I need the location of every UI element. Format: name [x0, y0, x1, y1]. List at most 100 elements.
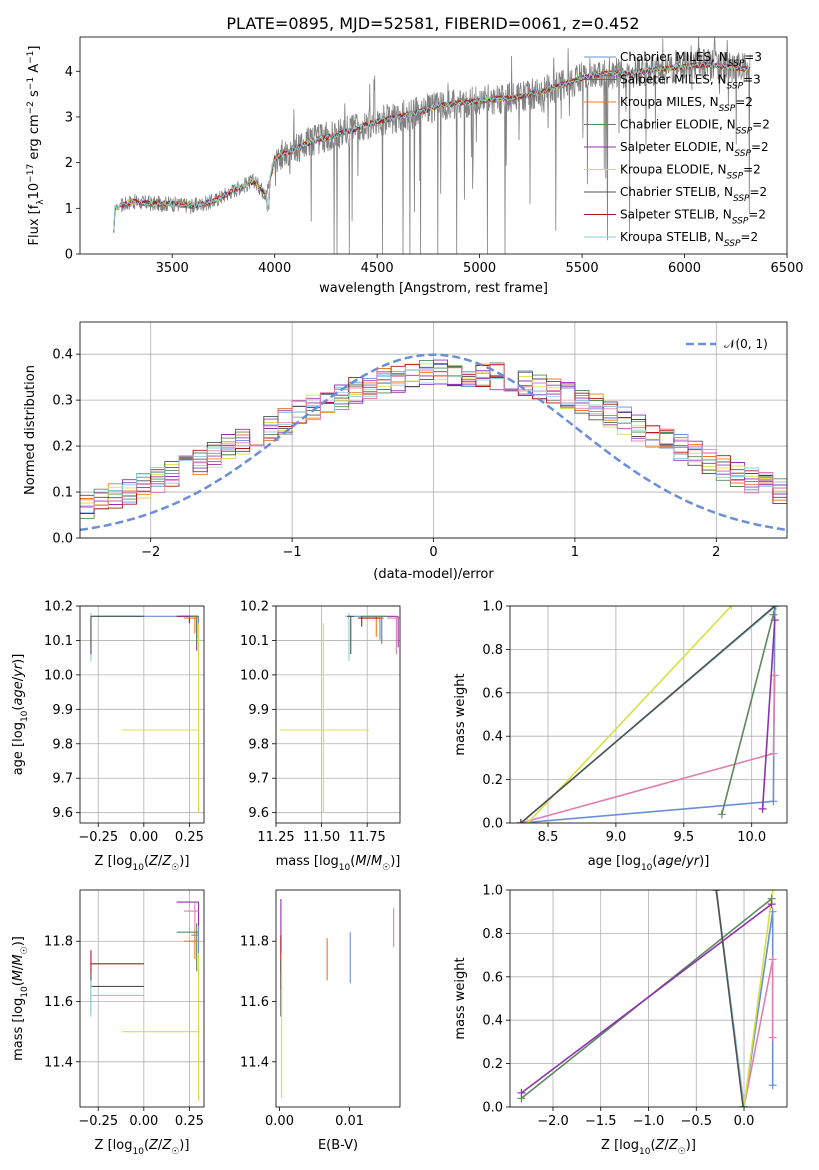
x-tick-label: −0.25 [78, 830, 118, 845]
x-tick-label: 0.25 [175, 1114, 204, 1129]
x-tick-label: −1 [283, 545, 302, 560]
weight-marker [770, 671, 779, 680]
weight-marker [769, 797, 778, 806]
y-axis-label: Normed distribution [23, 365, 38, 495]
x-axis-label: wavelength [Angstrom, rest frame] [319, 281, 548, 296]
weight-marker [768, 890, 777, 894]
weight-line-7 [715, 890, 744, 1107]
plot-area [280, 899, 395, 1098]
y-axis-label: mass weight [453, 957, 468, 1039]
y-tick-label: 11.8 [44, 935, 73, 950]
x-tick-label: 9.5 [673, 830, 694, 845]
weight-marker [739, 1103, 748, 1107]
plot-area [113, 37, 751, 254]
weight-marker [516, 819, 525, 823]
y-tick-label: 0.6 [482, 970, 503, 985]
x-tick-label: 6000 [668, 261, 701, 276]
weight-line-5 [521, 903, 773, 1094]
y-tick-label: 10.2 [44, 600, 73, 615]
axes-frame [79, 889, 205, 1108]
y-tick-label: 1 [65, 202, 73, 217]
y-axis-label: mass weight [453, 673, 468, 755]
weight-marker [769, 749, 778, 758]
x-tick-label: 0.0 [734, 1114, 755, 1129]
axes-frame [275, 889, 401, 1108]
legend-entry: Kroupa ELODIE, NSSP=2 [620, 163, 761, 182]
y-tick-label: 10.0 [44, 668, 73, 683]
x-tick-label: 0.00 [265, 1114, 294, 1129]
legend-entry: 𝒩(0, 1) [724, 337, 768, 351]
y-tick-label: 10.2 [240, 600, 269, 615]
plot-area [90, 612, 200, 813]
x-tick-label: −2.0 [537, 1114, 569, 1129]
weight-line-5 [527, 606, 732, 823]
axes-frame [79, 605, 205, 824]
panel-age-vs-Z: −0.25 0.00 0.25 9.6 9.7 9.8 9.9 10.0 10.1 10.2 Z [… [11, 600, 205, 873]
y-tick-label: 11.4 [44, 1055, 73, 1070]
y-tick-label: 11.8 [240, 935, 269, 950]
x-tick-label: 5500 [566, 261, 599, 276]
legend: 𝒩(0, 1) [686, 337, 768, 351]
x-tick-label: 6500 [770, 261, 803, 276]
weight-marker [767, 900, 776, 909]
y-tick-label: 9.8 [52, 737, 73, 752]
weight-marker [768, 1033, 777, 1042]
weight-line-2 [743, 959, 774, 1107]
x-axis-label: Z [log10(Z/Z☉)] [95, 854, 190, 873]
x-tick-label: −0.25 [78, 1114, 118, 1129]
weight-marker [727, 606, 736, 610]
legend-entry: Kroupa MILES, NSSP=2 [620, 95, 753, 114]
y-tick-label: 0.6 [482, 686, 503, 701]
y-tick-label: 0.0 [482, 817, 503, 832]
axes-frame [275, 605, 401, 824]
figure-title: PLATE=0895, MJD=52581, FIBERID=0061, z=0… [226, 14, 639, 33]
weight-marker [770, 606, 779, 610]
y-tick-label: 3 [65, 110, 73, 125]
plot-area [90, 901, 200, 1101]
legend-entry: Chabrier MILES, NSSP=3 [620, 50, 762, 69]
x-tick-label: 0.00 [129, 830, 158, 845]
x-axis-label: (data-model)/error [373, 567, 494, 582]
y-tick-label: 0.4 [52, 348, 73, 363]
plot-area [517, 890, 777, 1107]
weight-marker [772, 606, 781, 610]
x-tick-label: −0.5 [680, 1114, 712, 1129]
panel-weight-vs-age: 8.5 9.0 9.5 10.0 0.0 0.2 0.4 0.6 0.8 1.0 age [log1… [453, 600, 788, 873]
y-tick-label: 0.1 [52, 486, 73, 501]
weight-marker [740, 1103, 749, 1107]
weight-marker [768, 1081, 777, 1090]
y-tick-label: 0.8 [482, 643, 503, 658]
panel-mass-vs-Z: −0.25 0.00 0.25 11.4 11.6 11.8 Z [log10(Z/Z☉)]… [11, 889, 205, 1157]
weight-line-1 [715, 890, 774, 1107]
x-tick-label: 0.25 [175, 830, 204, 845]
x-tick-label: −1.0 [633, 1114, 665, 1129]
y-tick-label: 0.4 [482, 1014, 503, 1029]
weight-line-3 [761, 620, 776, 809]
y-tick-label: 0.0 [52, 532, 73, 547]
panel-age-vs-mass: 11.25 11.50 11.75 9.6 9.7 9.8 9.9 10.0 10.1 10.2 m… [240, 600, 401, 873]
legend-entry: Salpeter MILES, NSSP=3 [620, 73, 761, 92]
y-tick-label: 0.8 [482, 927, 503, 942]
x-tick-label: 11.50 [303, 830, 340, 845]
x-tick-label: 11.75 [349, 830, 386, 845]
y-tick-label: 0.4 [482, 730, 503, 745]
x-axis-label: E(B-V) [318, 1138, 358, 1153]
weight-marker [712, 890, 721, 894]
x-axis-label: Z [log10(Z/Z☉)] [601, 1138, 696, 1157]
x-tick-label: 9.0 [606, 830, 627, 845]
histogram-9 [80, 369, 787, 508]
y-tick-label: 1.0 [482, 600, 503, 615]
x-tick-label: 10.0 [737, 830, 766, 845]
histogram-8 [80, 363, 787, 514]
y-tick-label: 0.3 [52, 394, 73, 409]
panel-weight-vs-Z: −2.0 −1.5 −1.0 −0.5 0.0 0.0 0.2 0.4 0.6 0.8 1.0 Z [… [453, 884, 788, 1157]
legend-entry: Chabrier STELIB, NSSP=2 [620, 185, 767, 204]
plot-area [516, 606, 781, 823]
x-axis-label: mass [log10(M/M☉)] [276, 854, 401, 873]
x-tick-label: 4000 [258, 261, 291, 276]
x-tick-label: 2 [712, 545, 720, 560]
panel-mass-vs-EBV: 0.00 0.01 11.4 11.6 11.8 E(B-V) [240, 889, 401, 1153]
y-tick-label: 11.4 [240, 1055, 269, 1070]
weight-marker [769, 610, 778, 619]
